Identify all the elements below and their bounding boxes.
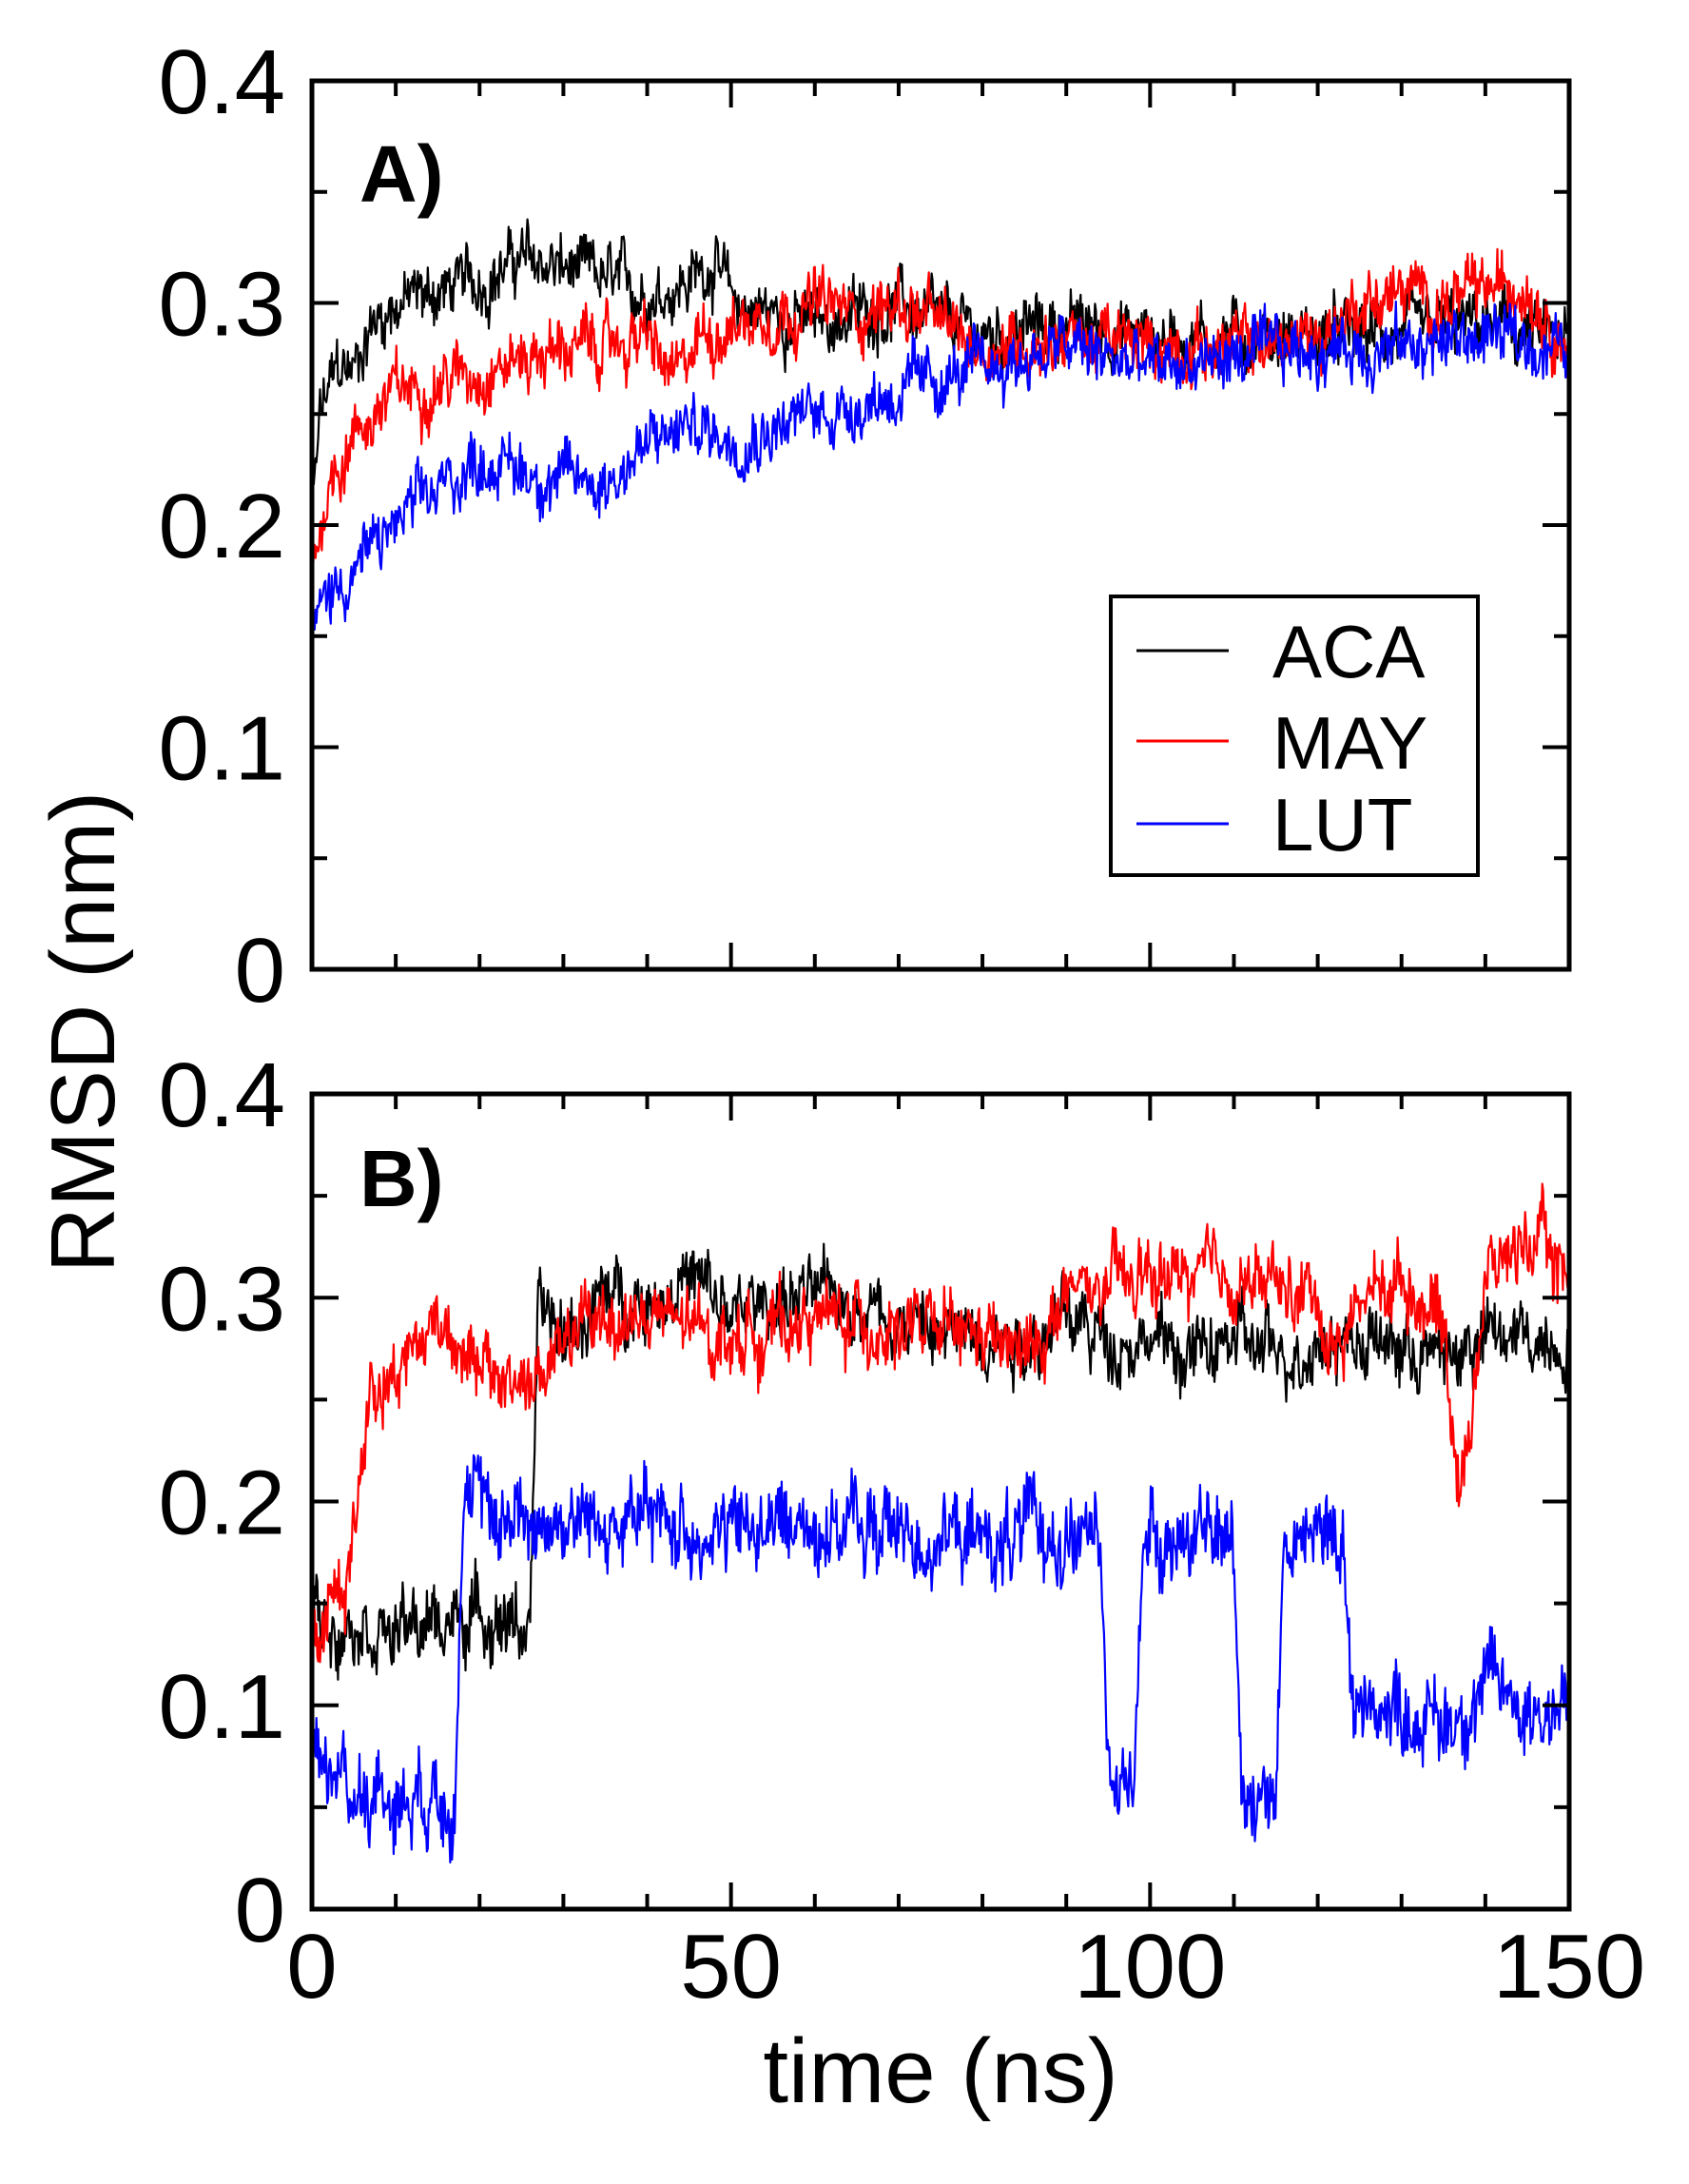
y-tick-label-panel-b: 0.2 [159, 1453, 285, 1554]
y-tick-label-panel-a: 0 [235, 920, 285, 1022]
x-tick-label: 0 [286, 1916, 337, 2018]
y-tick-label-panel-a: 0.2 [159, 476, 285, 577]
y-tick-label-panel-a: 0.1 [159, 698, 285, 800]
y-tick-label-panel-b: 0.3 [159, 1248, 285, 1350]
series-line-may-panel-b [310, 1182, 1570, 1664]
series-line-lut-panel-b [310, 1453, 1571, 1864]
panel-a-label: A) [359, 129, 444, 219]
x-tick-label: 150 [1493, 1916, 1645, 2018]
legend-box [1109, 595, 1480, 877]
legend: ACA MAY LUT [1109, 595, 1480, 877]
panel-b: 0 0.1 0.2 0.3 0.4 B) [159, 1044, 1572, 1961]
y-axis-label: RMSD (nm) [32, 791, 134, 1274]
y-tick-label-panel-a: 0.3 [159, 254, 285, 356]
legend-label-lut: LUT [1272, 783, 1412, 867]
x-axis-label: time (ns) [763, 2020, 1117, 2122]
x-tick-label: 50 [680, 1916, 782, 2018]
y-tick-label-panel-b: 0 [235, 1860, 285, 1961]
y-tick-label-panel-b: 0.1 [159, 1656, 285, 1758]
series-line-may-panel-a [310, 247, 1571, 573]
x-tick-label: 100 [1074, 1916, 1226, 2018]
legend-label-may: MAY [1272, 701, 1427, 785]
y-tick-label-panel-a: 0.4 [159, 31, 285, 133]
series-line-lut-panel-a [310, 300, 1571, 646]
y-tick-label-panel-b: 0.4 [159, 1044, 285, 1146]
panel-b-label: B) [359, 1134, 444, 1223]
legend-label-aca: ACA [1272, 610, 1425, 693]
panel-a: 0 0.1 0.2 0.3 0.4 A) ACA MAY LUT [159, 31, 1572, 1022]
